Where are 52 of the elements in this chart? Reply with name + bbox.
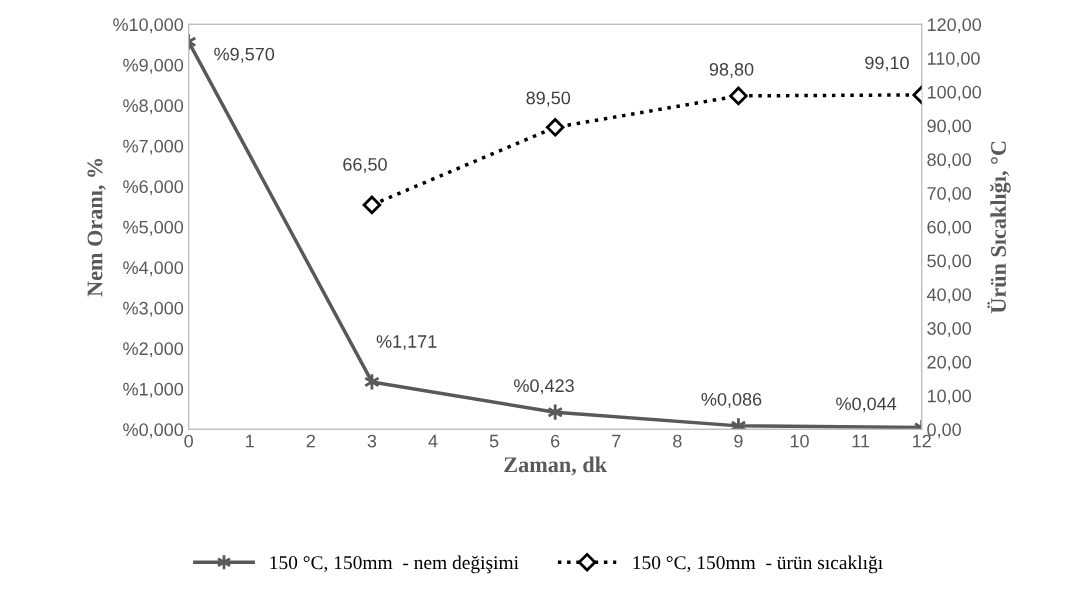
point <box>545 118 565 137</box>
y-tick-label: %1,000 <box>123 382 184 398</box>
point <box>729 86 748 106</box>
data-label: %0,086 <box>701 392 762 408</box>
y2-tick-label: 60,00 <box>927 220 972 236</box>
y2-tick-label: 100,00 <box>927 85 982 101</box>
y2-axis-title: Ürün Sıcaklığı, °C <box>987 141 1011 314</box>
y-tick-label: %5,000 <box>123 220 184 236</box>
data-label: %0,423 <box>514 379 574 395</box>
x-axis-title: Zaman, dk <box>504 456 608 476</box>
x-tick-label: 4 <box>428 434 438 448</box>
y2-tick-label: 50,00 <box>927 254 972 270</box>
y-tick-label: %8,000 <box>123 99 184 115</box>
x-tick-label: 5 <box>489 434 499 448</box>
point <box>362 195 382 215</box>
y2-tick-label: 70,00 <box>927 187 972 202</box>
x-tick-label: 3 <box>367 434 377 448</box>
x-tick-label: 2 <box>306 434 315 448</box>
y2-tick-label: 30,00 <box>927 322 972 337</box>
y-tick-label: %9,000 <box>123 58 184 74</box>
y-tick-label: %2,000 <box>123 342 184 358</box>
data-label: 66,50 <box>343 158 387 174</box>
x-tick-label: 7 <box>612 434 621 448</box>
y2-tick-label: 110,00 <box>927 52 980 67</box>
y-tick-label: %10,000 <box>113 18 184 34</box>
x-tick-label: 6 <box>551 434 560 448</box>
legend-label: 150 °C, 150mm - nem değişimi <box>270 555 519 574</box>
x-tick-label: 10 <box>790 434 809 448</box>
data-label: 89,50 <box>526 91 571 107</box>
y2-tick-label: 20,00 <box>927 355 972 371</box>
y-tick-label: %0,000 <box>123 423 184 439</box>
data-label: %0,044 <box>836 397 897 413</box>
y2-tick-label: 120,00 <box>927 18 982 34</box>
x-tick-label: 9 <box>734 434 743 448</box>
x-tick-label: 11 <box>852 434 870 448</box>
x-tick-label: 1 <box>246 434 254 448</box>
data-label: 99,10 <box>865 56 909 72</box>
y2-tick-label: 80,00 <box>927 153 972 169</box>
y2-tick-label: 10,00 <box>927 389 972 405</box>
data-label: 98,80 <box>709 62 754 78</box>
data-label: %9,570 <box>214 47 275 63</box>
y-tick-label: %4,000 <box>123 261 184 277</box>
y-tick-label: %6,000 <box>123 180 184 196</box>
x-tick-label: 0 <box>184 434 193 448</box>
y-tick-label: %3,000 <box>123 301 184 317</box>
legend-label: 150 °C, 150mm - ürün sıcaklığı <box>633 555 883 574</box>
x-tick-label: 8 <box>673 434 682 448</box>
y2-tick-label: 40,00 <box>926 288 972 304</box>
y2-tick-label: 90,00 <box>927 119 972 135</box>
y-axis-title: Nem Oranı, % <box>87 158 106 297</box>
data-label: %1,171 <box>376 335 437 351</box>
y-tick-label: %7,000 <box>123 139 184 155</box>
